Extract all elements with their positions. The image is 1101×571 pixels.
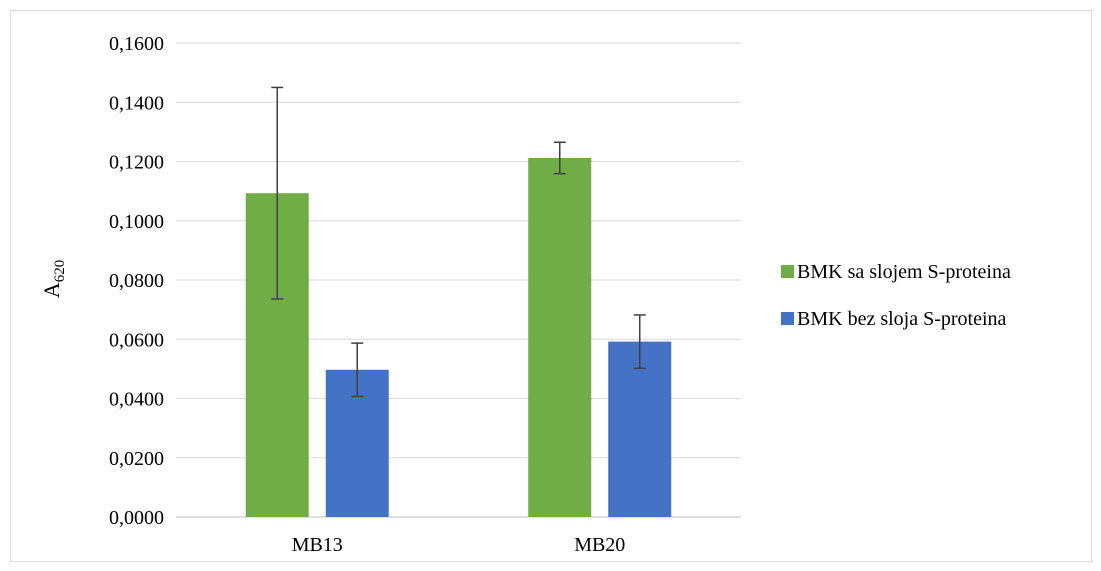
bar-mb20-series-2 [608, 341, 672, 517]
y-axis-title: A620 [39, 260, 68, 298]
y-tick-label: 0,0600 [109, 329, 164, 351]
y-tick-labels: 0,0000 0,0200 0,0400 0,0600 0,0800 0,1000 0,12… [109, 33, 164, 529]
error-bar [553, 141, 566, 175]
legend-swatch [781, 312, 794, 325]
legend: BMK sa slojem S-proteina BMK bez sloja S-… [781, 261, 1011, 330]
bars [245, 157, 672, 518]
error-bar [351, 342, 364, 398]
legend-label: BMK bez sloja S-proteina [797, 308, 1007, 330]
legend-swatch [781, 265, 794, 278]
y-tick-label: 0,0200 [109, 448, 164, 470]
y-tick-label: 0,1000 [109, 211, 164, 233]
chart-frame: 0,0000 0,0200 0,0400 0,0600 0,0800 0,1000 0,12… [10, 10, 1092, 562]
y-tick-label: 0,1600 [109, 33, 164, 55]
x-tick-label: MB13 [292, 534, 343, 556]
y-tick-label: 0,0000 [109, 507, 164, 529]
y-tick-label: 0,1200 [109, 152, 164, 174]
y-tick-label: 0,0800 [109, 270, 164, 292]
y-tick-label: 0,0400 [109, 389, 164, 411]
error-bar [271, 86, 284, 300]
bar-chart: 0,0000 0,0200 0,0400 0,0600 0,0800 0,1000 0,12… [39, 33, 1011, 556]
x-tick-label: MB20 [574, 534, 625, 556]
error-bar [633, 314, 646, 370]
legend-label: BMK sa slojem S-proteina [797, 261, 1011, 283]
y-axis-title-subscript: 620 [52, 260, 68, 283]
y-axis-title-base: A [39, 282, 64, 298]
x-tick-labels: MB13 MB20 [292, 534, 626, 556]
y-tick-label: 0,1400 [109, 92, 164, 114]
error-bars [271, 86, 646, 398]
bar-mb20-series-1 [528, 157, 592, 517]
